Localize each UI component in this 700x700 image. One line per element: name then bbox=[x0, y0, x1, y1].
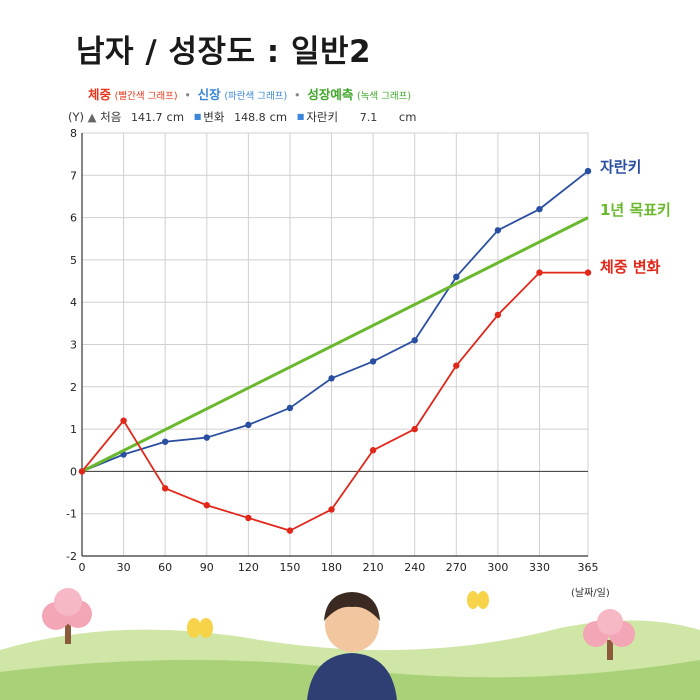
x-tick-label: 90 bbox=[200, 561, 214, 574]
y-tick-label: 8 bbox=[70, 127, 77, 140]
data-point bbox=[286, 404, 294, 412]
data-point bbox=[453, 362, 460, 369]
x-tick-label: 210 bbox=[363, 561, 384, 574]
x-tick-label: 150 bbox=[279, 561, 300, 574]
legend-separator: • bbox=[184, 88, 191, 102]
grew-label: 자란키 bbox=[306, 110, 339, 124]
start-value: 141.7 bbox=[131, 111, 163, 124]
x-tick-label: 180 bbox=[321, 561, 342, 574]
x-tick-label: 300 bbox=[487, 561, 508, 574]
data-point bbox=[286, 527, 294, 534]
chart-axes bbox=[81, 133, 588, 557]
grew-unit: cm bbox=[398, 110, 417, 124]
data-point bbox=[411, 425, 418, 433]
background-scenery bbox=[0, 588, 700, 700]
grew-value: 7.1 bbox=[359, 111, 378, 124]
data-point bbox=[369, 358, 377, 365]
legend-weight-note: (빨간색 그래프) bbox=[114, 91, 178, 102]
y-tick-label: 5 bbox=[70, 254, 77, 267]
y-tick-label: -2 bbox=[66, 550, 77, 563]
data-point bbox=[584, 167, 592, 175]
series-label: 자란키 bbox=[600, 158, 641, 176]
legend-height-name: 신장 bbox=[197, 87, 221, 102]
y-unit-label: (Y) bbox=[68, 110, 84, 124]
tree-icon bbox=[42, 588, 92, 644]
series-line-2 bbox=[81, 216, 589, 473]
y-tick-label: 1 bbox=[70, 423, 77, 436]
start-label: 처음 bbox=[100, 110, 122, 124]
chart-tick-labels: 0 30 60 90 120 150 180 210 240 270 300 330 365-2-101… bbox=[66, 127, 598, 574]
up-arrow-icon: ▲ bbox=[87, 110, 97, 124]
data-point bbox=[453, 273, 460, 281]
y-tick-label: 2 bbox=[70, 381, 77, 394]
data-point bbox=[203, 434, 210, 441]
data-point bbox=[120, 417, 127, 424]
data-point bbox=[494, 311, 502, 319]
series-label: 1년 목표키 bbox=[600, 201, 671, 219]
data-point bbox=[245, 421, 252, 429]
data-point bbox=[494, 227, 502, 234]
data-point bbox=[328, 506, 335, 513]
x-tick-label: 365 bbox=[578, 561, 599, 574]
data-point bbox=[369, 447, 377, 454]
data-point bbox=[584, 269, 592, 276]
x-tick-label: 60 bbox=[158, 561, 172, 574]
y-tick-label: 3 bbox=[70, 339, 77, 352]
chart-series bbox=[78, 167, 592, 534]
y-tick-label: -1 bbox=[66, 508, 77, 521]
data-point bbox=[245, 514, 252, 522]
square-bullet-icon: ■ bbox=[296, 112, 305, 121]
y-tick-label: 7 bbox=[70, 169, 77, 182]
data-point bbox=[203, 502, 210, 509]
color-legend: 체중 (빨간색 그래프) • 신장 (파란색 그래프) • 성장예측 (녹색 그… bbox=[88, 84, 411, 103]
x-tick-label: 0 bbox=[79, 561, 86, 574]
tree-icon bbox=[583, 609, 635, 660]
legend-prediction-note: (녹색 그래프) bbox=[356, 91, 412, 102]
y-tick-label: 4 bbox=[70, 296, 77, 309]
change-value: 148.8 bbox=[234, 111, 266, 124]
data-point bbox=[328, 375, 335, 382]
x-tick-label: 330 bbox=[529, 561, 550, 574]
legend-prediction-name: 성장예측 bbox=[307, 87, 354, 102]
data-point bbox=[536, 205, 543, 213]
boy-illustration-icon bbox=[307, 592, 397, 700]
page-title: 남자 / 성장도 : 일반2 bbox=[76, 34, 372, 70]
legend-separator: • bbox=[293, 88, 301, 102]
y-tick-label: 6 bbox=[70, 212, 77, 225]
x-tick-label: 240 bbox=[404, 561, 425, 574]
height-stats: (Y) ▲ 처음 141.7 cm ■ 변화 148.8 cm ■ 자란키 7.1 cm bbox=[68, 109, 416, 125]
legend-weight-name: 체중 bbox=[88, 87, 112, 102]
x-tick-label: 120 bbox=[238, 561, 259, 574]
data-point bbox=[536, 269, 543, 276]
y-tick-label: 0 bbox=[70, 465, 77, 478]
change-label: 변화 bbox=[203, 110, 225, 124]
data-point bbox=[161, 485, 169, 492]
data-point bbox=[411, 337, 418, 344]
start-unit: cm bbox=[166, 110, 185, 124]
x-axis-label: (날짜/일) bbox=[571, 588, 610, 599]
change-unit: cm bbox=[269, 110, 288, 124]
x-tick-label: 270 bbox=[446, 561, 467, 574]
butterfly-icon bbox=[467, 591, 489, 609]
data-point bbox=[78, 468, 86, 475]
legend-height-note: (파란색 그래프) bbox=[224, 91, 288, 102]
butterfly-icon bbox=[187, 618, 213, 638]
data-point bbox=[161, 438, 169, 445]
square-bullet-icon: ■ bbox=[193, 112, 202, 121]
series-label: 체중 변화 bbox=[600, 258, 661, 276]
x-tick-label: 30 bbox=[117, 561, 131, 574]
